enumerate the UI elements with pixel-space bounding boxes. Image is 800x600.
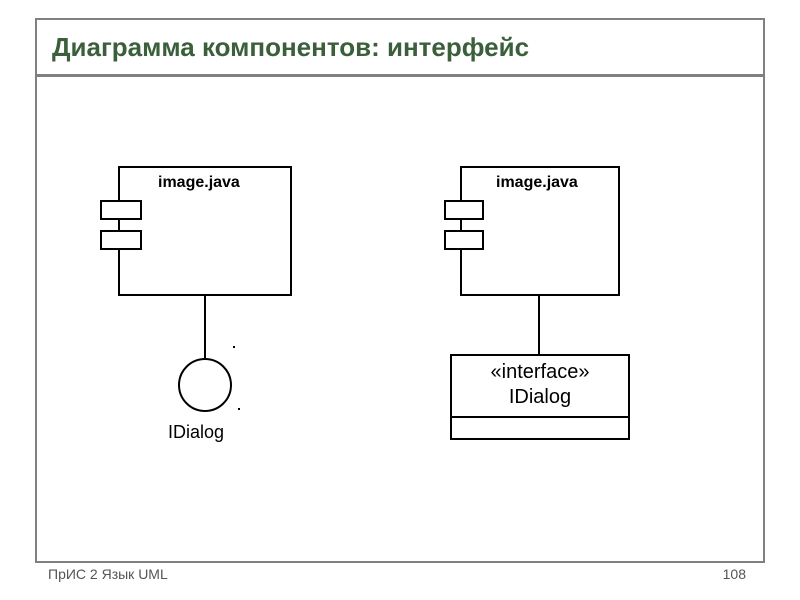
left-connector-line bbox=[204, 296, 206, 358]
slide: Диаграмма компонентов: интерфейс image.j… bbox=[0, 0, 800, 600]
right-component-tab1 bbox=[444, 200, 484, 220]
left-lollipop-label: IDialog bbox=[168, 422, 224, 443]
right-interface-compartment bbox=[450, 416, 630, 440]
right-interface-text: «interface» IDialog bbox=[452, 356, 628, 410]
dot bbox=[233, 346, 235, 348]
right-interface-box: «interface» IDialog bbox=[450, 354, 630, 418]
left-component-tab2 bbox=[100, 230, 142, 250]
footer-page-number: 108 bbox=[723, 566, 746, 582]
slide-title: Диаграмма компонентов: интерфейс bbox=[52, 32, 529, 63]
left-lollipop-circle bbox=[178, 358, 232, 412]
left-component-tab1 bbox=[100, 200, 142, 220]
right-connector-line bbox=[538, 296, 540, 354]
right-interface-name: IDialog bbox=[452, 385, 628, 410]
left-component-label: image.java bbox=[158, 174, 240, 192]
footer-left: ПрИС 2 Язык UML bbox=[48, 566, 168, 582]
right-component-label: image.java bbox=[496, 174, 578, 192]
right-component-tab2 bbox=[444, 230, 484, 250]
right-interface-stereotype: «interface» bbox=[452, 360, 628, 385]
title-underline bbox=[37, 74, 763, 77]
dot bbox=[238, 408, 240, 410]
